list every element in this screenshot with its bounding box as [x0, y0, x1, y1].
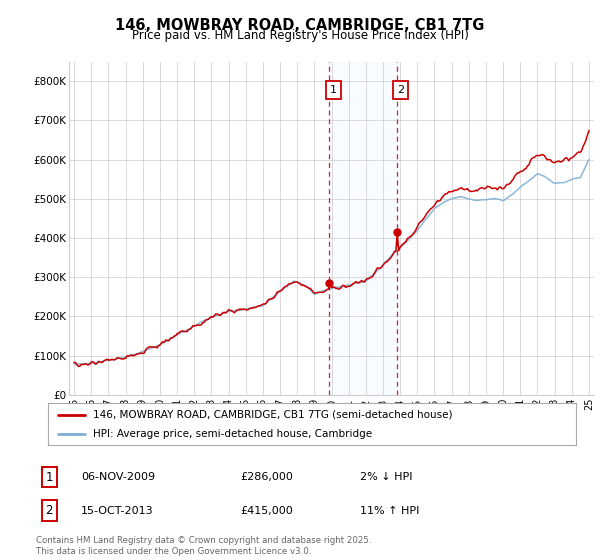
Text: 06-NOV-2009: 06-NOV-2009 — [81, 472, 155, 482]
Text: 11% ↑ HPI: 11% ↑ HPI — [360, 506, 419, 516]
Text: 146, MOWBRAY ROAD, CAMBRIDGE, CB1 7TG: 146, MOWBRAY ROAD, CAMBRIDGE, CB1 7TG — [115, 18, 485, 33]
Text: £415,000: £415,000 — [240, 506, 293, 516]
Text: 1: 1 — [46, 470, 53, 484]
Text: Price paid vs. HM Land Registry's House Price Index (HPI): Price paid vs. HM Land Registry's House … — [131, 29, 469, 42]
Text: HPI: Average price, semi-detached house, Cambridge: HPI: Average price, semi-detached house,… — [93, 429, 372, 439]
Text: 146, MOWBRAY ROAD, CAMBRIDGE, CB1 7TG (semi-detached house): 146, MOWBRAY ROAD, CAMBRIDGE, CB1 7TG (s… — [93, 409, 452, 419]
Text: £286,000: £286,000 — [240, 472, 293, 482]
Text: 2: 2 — [397, 85, 404, 95]
Text: 15-OCT-2013: 15-OCT-2013 — [81, 506, 154, 516]
Text: Contains HM Land Registry data © Crown copyright and database right 2025.
This d: Contains HM Land Registry data © Crown c… — [36, 536, 371, 556]
Text: 2% ↓ HPI: 2% ↓ HPI — [360, 472, 413, 482]
Text: 2: 2 — [46, 504, 53, 517]
Bar — [329, 62, 397, 395]
Text: 1: 1 — [330, 85, 337, 95]
